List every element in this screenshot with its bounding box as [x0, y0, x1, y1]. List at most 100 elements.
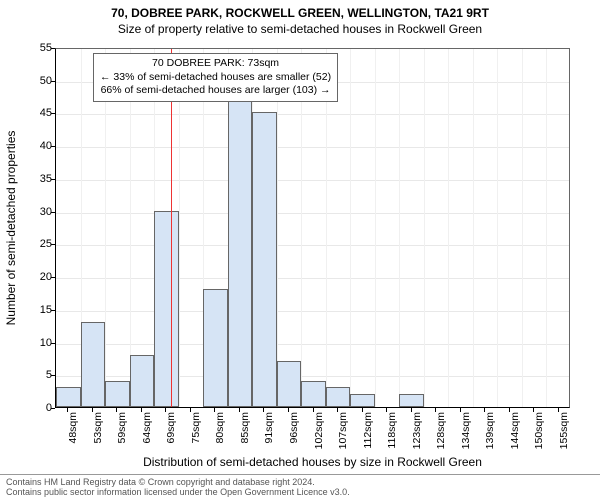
- x-tick-label: 112sqm: [362, 412, 374, 449]
- y-tick-mark: [51, 408, 55, 409]
- x-tick-label: 139sqm: [484, 412, 496, 449]
- x-tick-label: 102sqm: [313, 412, 325, 449]
- histogram-bar: [81, 322, 106, 407]
- x-tick-mark: [141, 408, 142, 412]
- x-tick-label: 107sqm: [337, 412, 349, 449]
- x-tick-label: 75sqm: [190, 412, 202, 444]
- y-tick-label: 15: [22, 304, 52, 316]
- x-tick-mark: [263, 408, 264, 412]
- x-tick-mark: [239, 408, 240, 412]
- gridline-v: [522, 49, 523, 407]
- histogram-bar: [203, 289, 228, 407]
- gridline-h: [56, 245, 569, 246]
- x-tick-mark: [116, 408, 117, 412]
- x-tick-label: 118sqm: [386, 412, 398, 449]
- gridline-v: [375, 49, 376, 407]
- gridline-h: [56, 147, 569, 148]
- y-tick-label: 55: [22, 42, 52, 54]
- x-tick-mark: [362, 408, 363, 412]
- y-tick-mark: [51, 81, 55, 82]
- y-tick-mark: [51, 212, 55, 213]
- x-tick-label: 80sqm: [214, 412, 226, 444]
- gridline-v: [448, 49, 449, 407]
- x-tick-label: 85sqm: [239, 412, 251, 444]
- histogram-bar: [56, 387, 81, 407]
- x-tick-mark: [92, 408, 93, 412]
- y-tick-label: 30: [22, 206, 52, 218]
- y-tick-label: 20: [22, 271, 52, 283]
- gridline-v: [301, 49, 302, 407]
- gridline-h: [56, 311, 569, 312]
- gridline-h: [56, 180, 569, 181]
- y-tick-mark: [51, 113, 55, 114]
- gridline-v: [350, 49, 351, 407]
- y-tick-label: 10: [22, 337, 52, 349]
- y-tick-mark: [51, 244, 55, 245]
- x-tick-label: 48sqm: [67, 412, 79, 444]
- gridline-v: [326, 49, 327, 407]
- gridline-v: [130, 49, 131, 407]
- x-tick-label: 155sqm: [558, 412, 570, 449]
- y-tick-mark: [51, 343, 55, 344]
- gridline-h: [56, 344, 569, 345]
- y-tick-label: 45: [22, 107, 52, 119]
- y-tick-mark: [51, 310, 55, 311]
- annotation-line: 70 DOBREE PARK: 73sqm: [100, 57, 331, 71]
- y-tick-label: 5: [22, 369, 52, 381]
- histogram-bar: [252, 112, 277, 407]
- y-axis-label: Number of semi-detached properties: [4, 131, 18, 326]
- gridline-v: [497, 49, 498, 407]
- histogram-bar: [277, 361, 302, 407]
- gridline-h: [56, 213, 569, 214]
- x-tick-mark: [435, 408, 436, 412]
- annotation-line: 66% of semi-detached houses are larger (…: [100, 84, 331, 98]
- histogram-bar: [105, 381, 130, 407]
- annotation-box: 70 DOBREE PARK: 73sqm← 33% of semi-detac…: [93, 53, 338, 102]
- y-tick-mark: [51, 179, 55, 180]
- x-tick-mark: [165, 408, 166, 412]
- chart-title-main: 70, DOBREE PARK, ROCKWELL GREEN, WELLING…: [0, 0, 600, 20]
- y-tick-mark: [51, 48, 55, 49]
- histogram-bar: [301, 381, 326, 407]
- y-tick-label: 40: [22, 140, 52, 152]
- gridline-v: [105, 49, 106, 407]
- x-tick-mark: [558, 408, 559, 412]
- x-tick-label: 64sqm: [141, 412, 153, 444]
- x-tick-label: 144sqm: [509, 412, 521, 449]
- gridline-v: [546, 49, 547, 407]
- y-tick-label: 50: [22, 75, 52, 87]
- x-tick-label: 91sqm: [263, 412, 275, 444]
- x-tick-label: 123sqm: [411, 412, 423, 449]
- y-tick-mark: [51, 146, 55, 147]
- y-tick-label: 35: [22, 173, 52, 185]
- chart-title-sub: Size of property relative to semi-detach…: [0, 20, 600, 36]
- x-tick-mark: [288, 408, 289, 412]
- chart-plot-area: 70 DOBREE PARK: 73sqm← 33% of semi-detac…: [55, 48, 570, 408]
- gridline-v: [179, 49, 180, 407]
- gridline-v: [424, 49, 425, 407]
- x-tick-mark: [386, 408, 387, 412]
- x-tick-mark: [313, 408, 314, 412]
- histogram-bar: [326, 387, 351, 407]
- x-tick-label: 53sqm: [92, 412, 104, 444]
- x-tick-mark: [411, 408, 412, 412]
- y-tick-mark: [51, 375, 55, 376]
- histogram-bar: [399, 394, 424, 407]
- x-tick-label: 59sqm: [116, 412, 128, 444]
- x-tick-label: 150sqm: [533, 412, 545, 449]
- y-tick-label: 0: [22, 402, 52, 414]
- histogram-bar: [154, 211, 179, 407]
- x-tick-mark: [533, 408, 534, 412]
- footer-attribution: Contains HM Land Registry data © Crown c…: [0, 474, 600, 500]
- x-tick-label: 128sqm: [435, 412, 447, 449]
- histogram-bar: [130, 355, 155, 407]
- gridline-h: [56, 114, 569, 115]
- x-tick-mark: [460, 408, 461, 412]
- x-tick-mark: [337, 408, 338, 412]
- gridline-v: [473, 49, 474, 407]
- histogram-bar: [350, 394, 375, 407]
- x-tick-label: 69sqm: [165, 412, 177, 444]
- x-axis-label: Distribution of semi-detached houses by …: [55, 455, 570, 469]
- y-tick-label: 25: [22, 238, 52, 250]
- x-tick-label: 134sqm: [460, 412, 472, 449]
